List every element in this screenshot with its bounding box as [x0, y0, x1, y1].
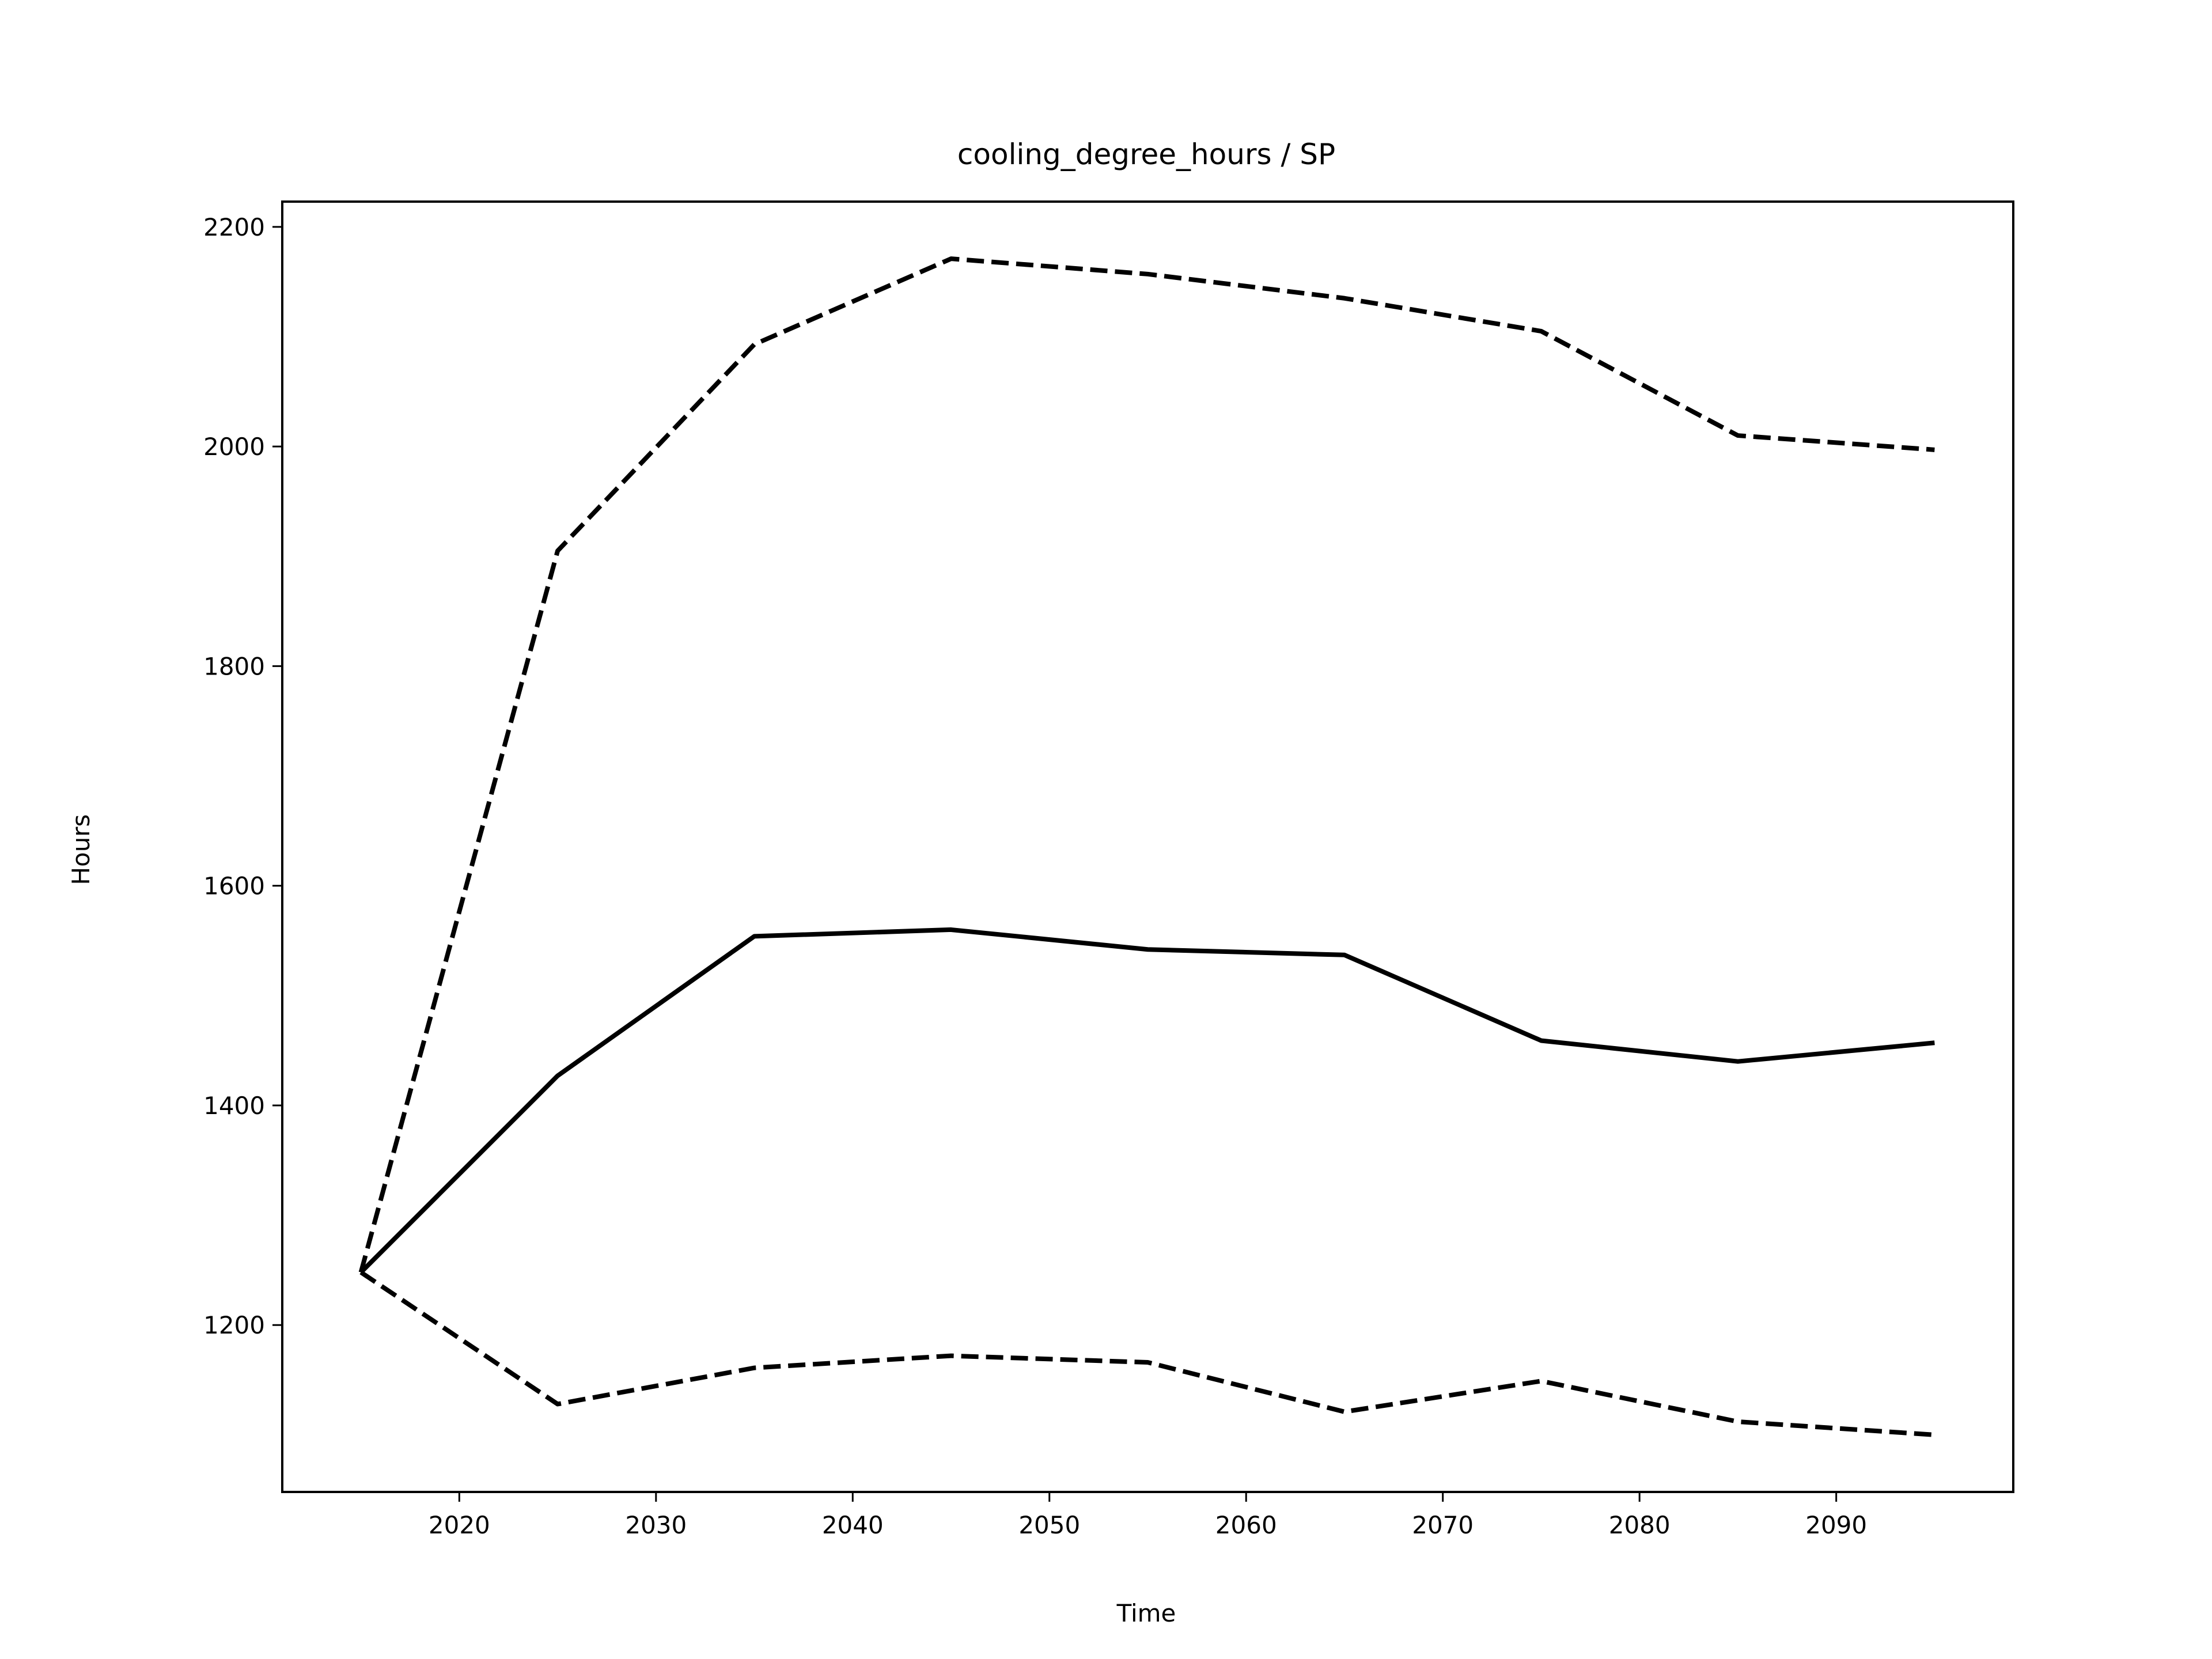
y-tick-label: 1600 — [203, 872, 265, 900]
x-tick-label: 2070 — [1412, 1511, 1474, 1539]
x-tick-label: 2050 — [1018, 1511, 1080, 1539]
plot-frame — [281, 200, 2014, 1493]
x-tick-label: 2060 — [1215, 1511, 1277, 1539]
x-tick-label: 2090 — [1805, 1511, 1867, 1539]
y-tick-label: 2000 — [203, 433, 265, 461]
y-tick-label: 1200 — [203, 1311, 265, 1339]
x-tick-label: 2030 — [625, 1511, 687, 1539]
x-tick-label: 2020 — [429, 1511, 490, 1539]
series-line-1 — [359, 927, 1935, 1274]
y-tick-label: 2200 — [203, 213, 265, 241]
y-tick-label: 1800 — [203, 652, 265, 680]
ticks: 2020 2030 2040 2050 2060 2070 2080 2090 1200 1400… — [203, 213, 1867, 1539]
series-line-2 — [359, 1270, 1935, 1437]
x-tick-label: 2040 — [822, 1511, 884, 1539]
series-lines — [358, 256, 1935, 1437]
chart-title: cooling_degree_hours / SP — [957, 138, 1335, 171]
x-tick-label: 2080 — [1609, 1511, 1671, 1539]
y-tick-label: 1400 — [203, 1092, 265, 1120]
series-line-0 — [358, 256, 1935, 1273]
x-axis-label: Time — [1116, 1599, 1176, 1627]
y-axis-label: Hours — [67, 814, 95, 885]
